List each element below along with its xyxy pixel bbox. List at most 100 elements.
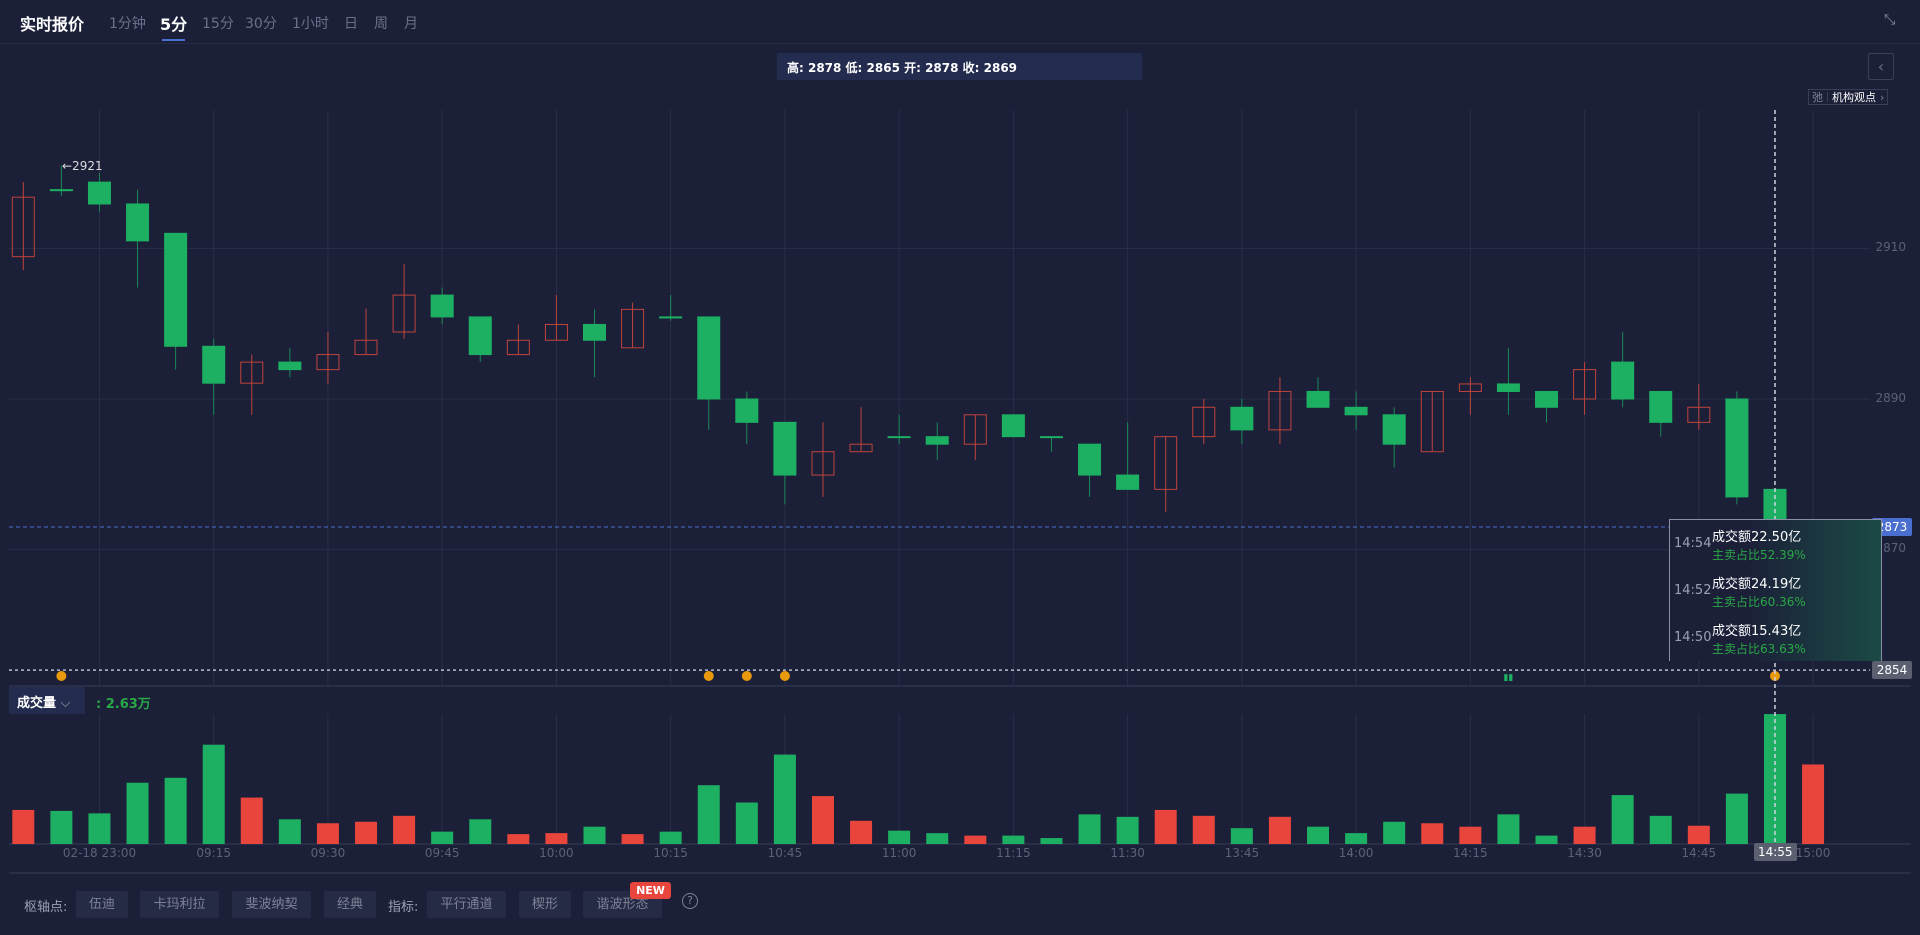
time-tick: 14:00: [1338, 846, 1374, 860]
time-tick: 10:15: [653, 846, 688, 860]
volume-bar: [888, 830, 911, 844]
volume-select-label: 成交量: [17, 696, 57, 711]
time-tick: 14:15: [1453, 846, 1488, 860]
volume-bar: [811, 796, 834, 844]
candle-body: [1078, 443, 1102, 476]
tooltip-amount: 成交额24.19亿: [1712, 577, 1802, 592]
pivot-fibonacci-button[interactable]: 斐波纳契: [232, 891, 311, 918]
tab-interval[interactable]: 月: [404, 16, 418, 32]
tooltip-ratio: 主卖占比52.39%: [1712, 548, 1806, 562]
volume-indicator-select[interactable]: 成交量 ⌵: [9, 687, 85, 714]
pivot-classic-button[interactable]: 经典: [324, 891, 376, 918]
tooltip-row: 14:54 成交额22.50亿 主卖占比52.39%: [1670, 520, 1881, 567]
tooltip-ratio: 主卖占比60.36%: [1712, 595, 1806, 609]
volume-bar: [1535, 835, 1558, 844]
volume-bar: [240, 797, 263, 844]
volume-bar: [545, 833, 568, 844]
new-badge: NEW: [630, 882, 671, 899]
candle-body: [811, 451, 835, 476]
volume-bar: [1230, 828, 1253, 844]
candle-body: [278, 361, 302, 371]
candle-body: [1458, 383, 1482, 392]
time-tick: 11:15: [996, 846, 1031, 860]
tab-interval[interactable]: 日: [344, 16, 358, 32]
candle-body: [1001, 414, 1025, 438]
candle-body: [583, 323, 606, 341]
tab-interval[interactable]: 30分: [245, 16, 277, 32]
volume-bar: [1763, 714, 1786, 844]
volume-bar: [278, 819, 301, 844]
wedge-button[interactable]: 楔形: [519, 891, 571, 918]
tab-interval[interactable]: 1小时: [292, 16, 329, 32]
candle-body: [506, 339, 530, 356]
chevron-left-icon: ‹: [1877, 57, 1885, 76]
divider: [9, 872, 1911, 874]
volume-bar: [393, 815, 416, 844]
candle-body: [1230, 406, 1254, 431]
candle-body: [126, 203, 150, 242]
volume-value: : 2.63万: [96, 697, 151, 712]
candle-body: [849, 443, 873, 453]
candle-body: [697, 316, 721, 400]
max-price-label: ←2921: [62, 159, 103, 173]
harmonic-pattern-button[interactable]: 谐波形态: [583, 891, 662, 918]
crosshair-time-label: 14:55: [1753, 843, 1797, 861]
volume-bar: [1307, 826, 1330, 844]
volume-bar: [1573, 826, 1596, 844]
volume-bar: [1802, 764, 1825, 844]
opinion-label: 机构观点: [1832, 91, 1876, 104]
volume-bar: [1687, 825, 1710, 844]
tab-interval[interactable]: 周: [374, 16, 388, 32]
pivot-woodie-button[interactable]: 伍迪: [76, 891, 128, 918]
volume-bar: [773, 754, 796, 844]
volume-bar: [926, 833, 949, 844]
tooltip-time: 14:54: [1674, 536, 1712, 551]
tab-interval[interactable]: 15分: [202, 16, 234, 32]
volume-bar: [1611, 795, 1634, 844]
shrink-icon[interactable]: ⤡: [1884, 12, 1896, 28]
institution-opinion-button[interactable]: 弛 机构观点 ›: [1808, 89, 1889, 105]
candle-body: [316, 354, 340, 371]
parallel-channel-button[interactable]: 平行通道: [427, 891, 506, 918]
tab-interval[interactable]: 5分: [160, 11, 187, 41]
volume-bar: [50, 810, 73, 844]
candle-body: [659, 316, 683, 319]
time-tick: 11:30: [1110, 846, 1145, 860]
volume-bar: [1268, 816, 1291, 844]
candle-body: [430, 294, 454, 318]
pivot-camarilla-button[interactable]: 卡玛利拉: [140, 891, 219, 918]
top-bar: 实时报价 1分钟 5分 15分 30分 1小时日周月 ⤡: [0, 0, 1920, 44]
candle-body: [1306, 390, 1330, 408]
volume-bar: [507, 834, 530, 844]
candle-body: [1039, 436, 1063, 439]
volume-bar: [1116, 816, 1139, 844]
crosshair-price-label: 2854: [1872, 661, 1912, 679]
current-price-label: 2873: [1872, 518, 1912, 536]
event-marker-icon: [703, 671, 714, 681]
tooltip-row: 14:52 成交额24.19亿 主卖占比60.36%: [1670, 567, 1881, 614]
candle-body: [11, 196, 35, 258]
collapse-panel-button[interactable]: ‹: [1868, 53, 1894, 80]
price-tick: 2870: [1875, 541, 1906, 555]
volume-bar: [126, 782, 149, 844]
candle-body: [621, 308, 645, 349]
chevron-down-icon: ⌵: [60, 696, 71, 711]
tooltip-amount: 成交额22.50亿: [1712, 530, 1802, 545]
volume-bar: [1192, 815, 1215, 844]
tooltip-time: 14:50: [1674, 630, 1712, 645]
help-icon[interactable]: ?: [682, 893, 698, 909]
candle-body: [87, 181, 111, 205]
candle-body: [735, 398, 759, 423]
volume-bar: [697, 785, 720, 844]
time-tick: 10:00: [539, 846, 574, 860]
tab-interval[interactable]: 1分钟: [109, 16, 146, 32]
volume-bar: [316, 823, 339, 844]
volume-bar: [1725, 793, 1748, 844]
volume-bar: [1497, 814, 1520, 844]
candle-body: [392, 294, 416, 333]
candle-body: [1573, 369, 1597, 400]
tooltip-row: 14:50 成交额15.43亿 主卖占比63.63%: [1670, 614, 1881, 661]
candle-body: [1116, 474, 1140, 490]
event-marker-icon: [1769, 671, 1780, 681]
